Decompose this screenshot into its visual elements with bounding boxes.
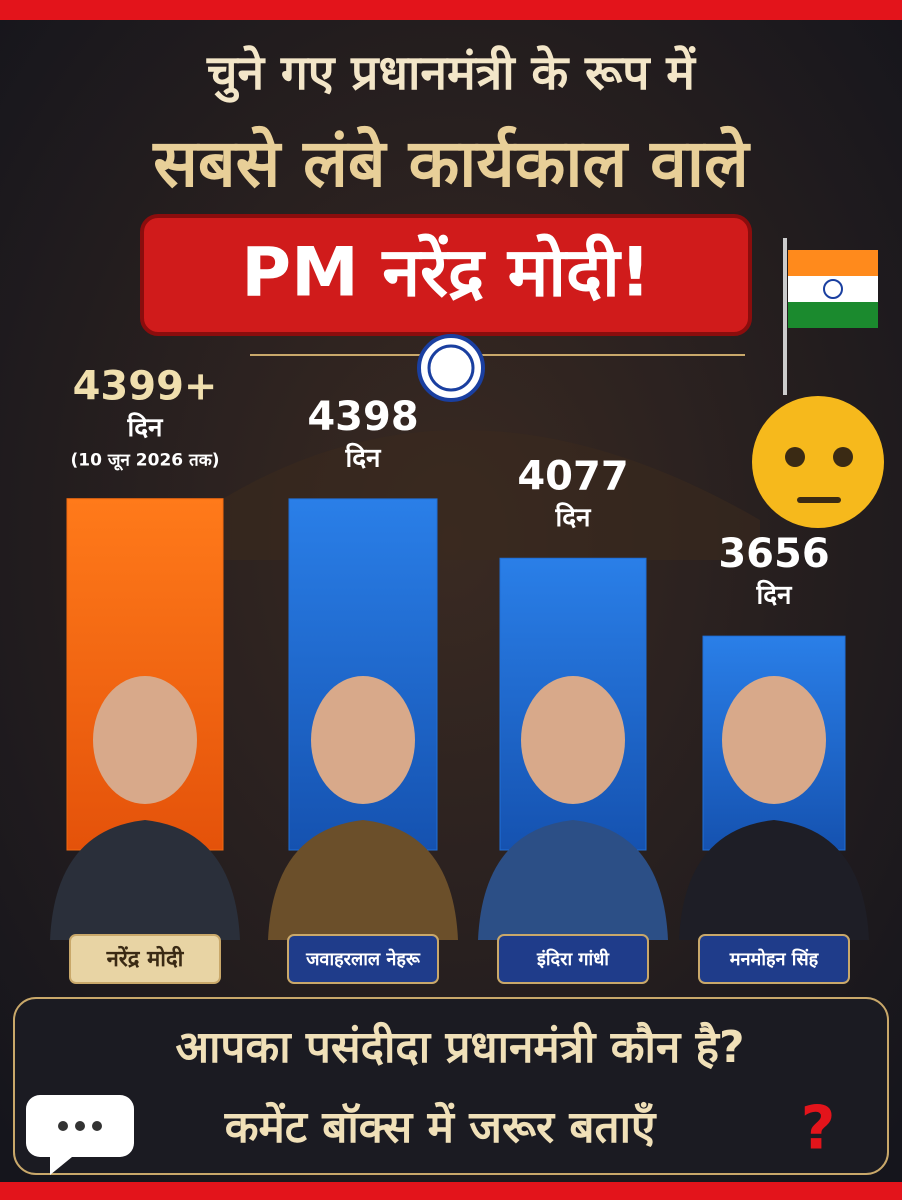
bars: 4399+दिन(10 जून 2026 तक)नरेंद्र मोदी4398… bbox=[50, 364, 869, 984]
emoji bbox=[785, 447, 805, 467]
portrait bbox=[521, 676, 625, 804]
category-label: इंदिरा गांधी bbox=[536, 948, 610, 970]
emoji bbox=[752, 396, 884, 528]
note: (10 जून 2026 तक) bbox=[70, 451, 219, 472]
portrait bbox=[50, 820, 240, 940]
name-plate bbox=[287, 934, 439, 984]
comment-icon bbox=[75, 1121, 85, 1131]
title-line: चुने गए प्रधानमंत्री के रूप में bbox=[206, 45, 697, 103]
name-plate bbox=[69, 934, 221, 984]
top-border bbox=[0, 0, 902, 20]
footer-cta: कमेंट बॉक्स में जरूर बताएँ bbox=[224, 1101, 657, 1153]
flag bbox=[823, 279, 843, 299]
category-label: मनमोहन सिंह bbox=[729, 948, 820, 970]
unit-label: दिन bbox=[555, 502, 593, 533]
bottom-border bbox=[0, 1182, 902, 1200]
name-plate bbox=[497, 934, 649, 984]
headline-box bbox=[140, 214, 752, 336]
footer-question: आपका पसंदीदा प्रधानमंत्री कौन है? bbox=[175, 1021, 744, 1073]
value-label: 4398 bbox=[307, 394, 418, 440]
category-label: नरेंद्र मोदी bbox=[106, 945, 185, 972]
comment-icon bbox=[92, 1121, 102, 1131]
emoji bbox=[833, 447, 853, 467]
value-label: 4077 bbox=[517, 453, 628, 499]
portrait bbox=[311, 676, 415, 804]
comment-icon bbox=[26, 1095, 134, 1175]
unit-label: दिन bbox=[756, 580, 794, 611]
title-line: PM नरेंद्र मोदी! bbox=[241, 234, 651, 313]
portrait bbox=[93, 676, 197, 804]
footer-box bbox=[13, 997, 889, 1175]
flag bbox=[788, 250, 878, 276]
comment-icon bbox=[58, 1121, 68, 1131]
portrait bbox=[478, 820, 668, 940]
portrait bbox=[268, 820, 458, 940]
value-label: 4399+ bbox=[73, 364, 218, 410]
unit-label: दिन bbox=[345, 442, 383, 473]
portrait bbox=[679, 820, 869, 940]
category-label: जवाहरलाल नेहरू bbox=[305, 948, 421, 970]
question-icon: ? bbox=[801, 1094, 836, 1164]
flag bbox=[788, 302, 878, 328]
value-label: 3656 bbox=[718, 531, 829, 577]
portrait bbox=[722, 676, 826, 804]
name-plate bbox=[698, 934, 850, 984]
chakra bbox=[427, 344, 475, 392]
title-line: सबसे लंबे कार्यकाल वाले bbox=[151, 125, 751, 202]
unit-label: दिन bbox=[127, 412, 165, 443]
